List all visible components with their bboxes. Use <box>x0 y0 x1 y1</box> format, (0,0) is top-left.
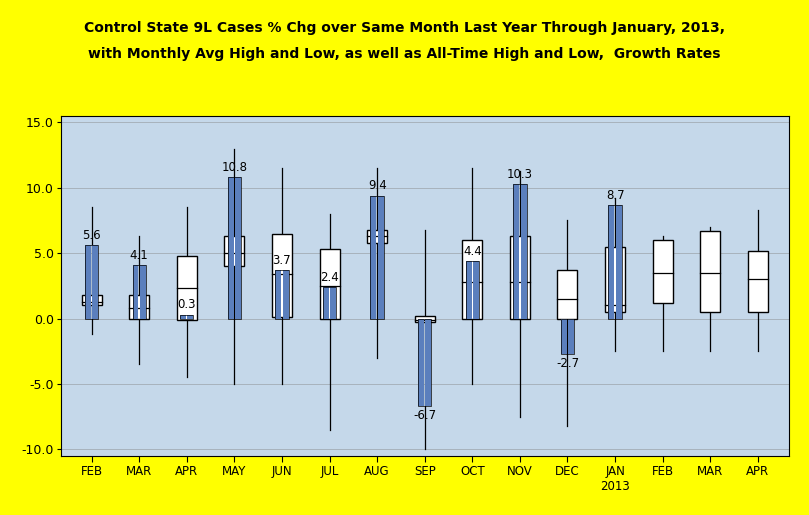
Bar <box>129 295 149 318</box>
Bar <box>466 261 479 318</box>
Bar <box>133 265 146 318</box>
Bar <box>227 177 234 318</box>
Bar <box>367 230 388 243</box>
Text: 4.4: 4.4 <box>463 245 481 258</box>
Bar <box>188 315 193 318</box>
Bar <box>330 287 337 318</box>
Bar <box>82 295 102 305</box>
Text: -2.7: -2.7 <box>556 357 579 370</box>
Bar <box>378 196 383 318</box>
Bar <box>418 318 431 406</box>
Bar <box>92 245 98 318</box>
Bar <box>513 184 527 318</box>
Bar <box>323 287 337 318</box>
Text: 9.4: 9.4 <box>368 179 387 192</box>
Bar <box>272 233 292 317</box>
Text: 3.7: 3.7 <box>273 254 291 267</box>
Bar <box>371 196 383 318</box>
Text: with Monthly Avg High and Low, as well as All-Time High and Low,  Growth Rates: with Monthly Avg High and Low, as well a… <box>88 47 721 61</box>
Bar <box>608 205 622 318</box>
Bar <box>180 315 186 318</box>
Text: 10.3: 10.3 <box>507 167 533 181</box>
Bar <box>608 205 614 318</box>
Bar <box>513 184 519 318</box>
Bar <box>133 265 138 318</box>
Bar <box>616 205 622 318</box>
Bar <box>371 196 376 318</box>
Bar <box>224 236 244 266</box>
Bar <box>653 240 672 303</box>
Text: 0.3: 0.3 <box>177 298 196 311</box>
Bar <box>466 261 472 318</box>
Bar <box>418 318 424 406</box>
Bar <box>177 256 197 320</box>
Text: 2.4: 2.4 <box>320 271 339 284</box>
Text: -6.7: -6.7 <box>413 409 436 422</box>
Bar <box>85 245 98 318</box>
Bar <box>235 177 241 318</box>
Bar <box>275 270 282 318</box>
Text: 10.8: 10.8 <box>222 161 248 174</box>
Bar <box>180 315 193 318</box>
Bar <box>568 318 574 354</box>
Bar <box>426 318 431 406</box>
Text: 5.6: 5.6 <box>83 229 101 242</box>
Bar <box>462 240 482 318</box>
Bar <box>605 247 625 312</box>
Bar <box>561 318 567 354</box>
Bar <box>227 177 241 318</box>
Bar <box>473 261 479 318</box>
Text: Control State 9L Cases % Chg over Same Month Last Year Through January, 2013,: Control State 9L Cases % Chg over Same M… <box>84 21 725 36</box>
Bar <box>140 265 146 318</box>
Bar <box>415 316 434 322</box>
Bar <box>510 236 530 318</box>
Text: 4.1: 4.1 <box>129 249 149 262</box>
Bar <box>85 245 91 318</box>
Bar <box>561 318 574 354</box>
Bar <box>521 184 527 318</box>
Bar <box>323 287 328 318</box>
Bar <box>320 249 340 318</box>
Bar <box>275 270 289 318</box>
Text: 8.7: 8.7 <box>606 188 625 201</box>
Bar <box>701 231 720 312</box>
Bar <box>282 270 289 318</box>
Bar <box>557 270 578 318</box>
Bar <box>748 250 768 312</box>
